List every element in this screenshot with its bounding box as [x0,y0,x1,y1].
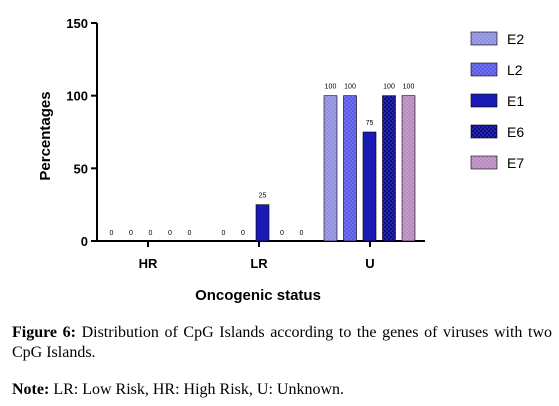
chart-legend: E2 L2 E1 E6 E7 [470,31,524,171]
legend-swatch-e2 [470,31,498,46]
data-label: 75 [366,120,374,127]
data-label: 100 [403,84,415,91]
x-tick-label: U [365,256,374,271]
chart-data-labels: 0 0 100 0 0 100 0 25 75 0 0 100 0 0 100 [110,84,415,237]
figure-caption: Figure 6: Distribution of CpG Islands ac… [12,323,552,363]
legend-swatch-l2 [470,62,498,77]
data-label: 0 [280,230,284,237]
bar-e1-lr [255,204,270,242]
data-label: 0 [188,230,192,237]
bar-e2-u [323,95,338,242]
legend-swatch-e6 [470,124,498,139]
chart-bars [255,95,416,242]
data-label: 100 [325,84,337,91]
figure-caption-text: Distribution of CpG Islands according to… [12,324,553,361]
bar-e1-u [362,131,377,242]
legend-swatch-e1 [470,93,498,108]
data-label: 25 [259,193,267,200]
x-tick-label: LR [250,256,268,271]
figure-note: Note: LR: Low Risk, HR: High Risk, U: Un… [12,380,552,400]
data-label: 0 [300,230,304,237]
chart-axes: 0 50 100 150 HR LR U [66,16,425,271]
figure-note-label: Note: [12,381,50,398]
figure-caption-label: Figure 6: [12,324,76,341]
data-label: 0 [110,230,114,237]
bar-e7-u [401,95,416,242]
legend-label-e7: E7 [507,155,524,171]
bar-e6-u [382,95,396,242]
data-label: 0 [129,230,133,237]
data-label: 0 [168,230,172,237]
legend-swatch-e7 [470,155,498,170]
bar-chart: 0 50 100 150 HR LR U 0 0 100 0 0 100 0 25 75 0 0 100 0 0 100… [37,16,524,304]
x-axis-title: Oncogenic status [195,287,321,304]
legend-label-e6: E6 [507,124,524,140]
legend-label-e2: E2 [507,31,524,47]
data-label: 0 [241,230,245,237]
data-label: 0 [149,230,153,237]
y-tick-label: 50 [74,161,88,176]
y-axis-title: Percentages [37,91,54,180]
figure-note-text: LR: Low Risk, HR: High Risk, U: Unknown. [49,381,344,398]
legend-label-l2: L2 [507,62,523,78]
x-tick-label: HR [139,256,158,271]
y-tick-label: 100 [66,89,88,104]
data-label: 100 [383,84,395,91]
legend-label-e1: E1 [507,93,524,109]
bar-l2-u [343,95,357,242]
data-label: 100 [344,84,356,91]
y-tick-label: 0 [81,234,88,249]
data-label: 0 [222,230,226,237]
y-tick-label: 150 [66,16,88,31]
